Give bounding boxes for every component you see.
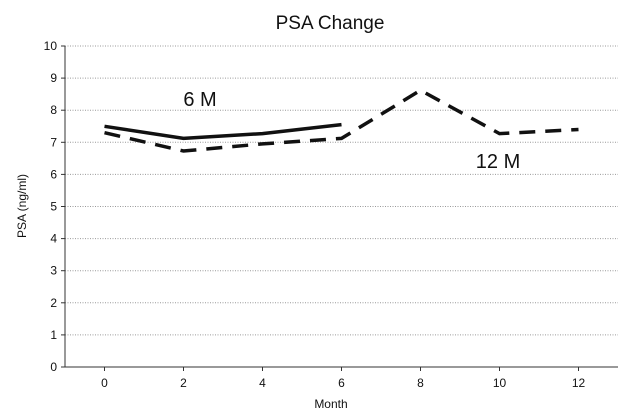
y-tick-label: 10 [44, 39, 58, 53]
gridlines [65, 45, 618, 336]
y-tick-label: 4 [50, 232, 57, 246]
y-tick-label: 3 [50, 264, 57, 278]
x-tick-label: 12 [572, 376, 586, 390]
y-tick-label: 7 [50, 135, 57, 149]
x-tick-label: 10 [493, 376, 507, 390]
x-tick-label: 2 [180, 376, 187, 390]
y-tick-label: 8 [50, 103, 57, 117]
y-tick-label: 9 [50, 71, 57, 85]
y-tick-label: 2 [50, 296, 57, 310]
y-tick-label: 0 [50, 360, 57, 374]
x-tick-label: 8 [417, 376, 424, 390]
series-line-dashed [104, 88, 579, 153]
series-lines [104, 88, 579, 153]
x-axis-label: Month [314, 397, 347, 411]
series-line-solid [104, 122, 342, 141]
series-label: 6 M [183, 89, 216, 111]
x-tick-label: 4 [259, 376, 266, 390]
x-tick-label: 6 [338, 376, 345, 390]
y-tick-label: 5 [50, 200, 57, 214]
series-labels: 6 M 12 M [183, 89, 520, 173]
y-axis-label: PSA (ng/ml) [15, 174, 29, 238]
chart-title: PSA Change [276, 13, 385, 34]
series-label: 12 M [476, 151, 520, 173]
x-tick-label: 0 [101, 376, 108, 390]
y-tick-label: 6 [50, 167, 57, 181]
y-tick-label: 1 [50, 328, 57, 342]
